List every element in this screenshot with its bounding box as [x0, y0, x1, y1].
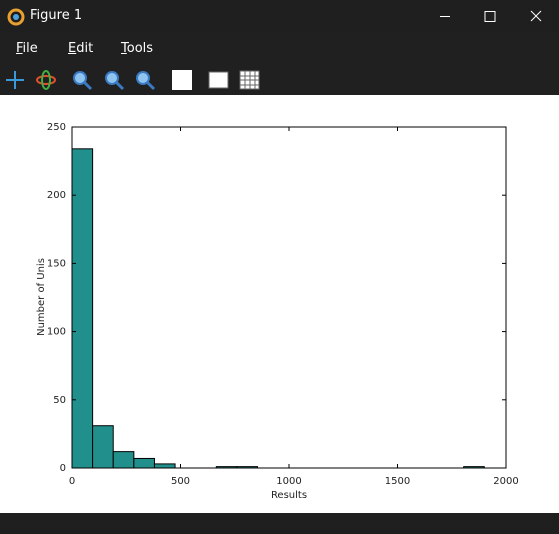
x-tick-label: 1000	[276, 476, 301, 487]
close[interactable]	[530, 10, 542, 22]
title-bar: Figure 1	[0, 0, 559, 33]
toolbar-icons	[6, 70, 260, 91]
y-tick-label: 0	[60, 463, 66, 474]
axes-box	[71, 126, 507, 469]
zoom-in-tool[interactable]	[73, 71, 93, 91]
x-tick-label: 1500	[385, 476, 410, 487]
axes-tool[interactable]	[208, 71, 229, 89]
y-tick-label: 200	[47, 190, 66, 201]
x-axis-label: Results	[271, 490, 307, 501]
y-tick-label: 150	[47, 258, 66, 269]
toolbar	[0, 65, 559, 95]
pan-tool[interactable]	[6, 71, 24, 89]
x-tick-label: 2000	[493, 476, 518, 487]
text-tool[interactable]	[172, 70, 192, 90]
figure-canvas: Results Number of Unis 0 50 100 150 200 250 0 5…	[0, 95, 559, 513]
y-tick-label: 100	[47, 327, 66, 338]
window-title: Figure 1	[30, 8, 83, 23]
maximize[interactable]	[484, 11, 496, 22]
rotate-tool[interactable]	[36, 70, 56, 90]
histogram-bar	[133, 457, 155, 469]
histogram-bar	[92, 425, 114, 469]
histogram-bar	[153, 463, 176, 469]
y-axis-label: Number of Unis	[36, 258, 47, 336]
histogram-bar	[71, 148, 94, 469]
menu-tools[interactable]: Tools	[121, 41, 154, 56]
y-tick-label: 50	[53, 395, 66, 406]
x-tick-label: 500	[171, 476, 190, 487]
menu-bar: File Edit Tools	[0, 33, 559, 65]
histogram-bar	[112, 451, 135, 469]
window-controls[interactable]	[419, 0, 559, 33]
y-tick-label: 250	[47, 122, 66, 133]
app-icon	[7, 8, 25, 26]
x-tick-label: 0	[69, 476, 75, 487]
chart: Results Number of Unis 0 50 100 150 200 250 0 5…	[36, 122, 519, 501]
zoom-out-tool[interactable]	[105, 71, 125, 91]
grid-tool[interactable]	[239, 70, 260, 90]
menu-file[interactable]: File	[16, 41, 38, 56]
menu-edit[interactable]: Edit	[68, 41, 94, 56]
zoom-reset-tool[interactable]	[136, 71, 156, 91]
